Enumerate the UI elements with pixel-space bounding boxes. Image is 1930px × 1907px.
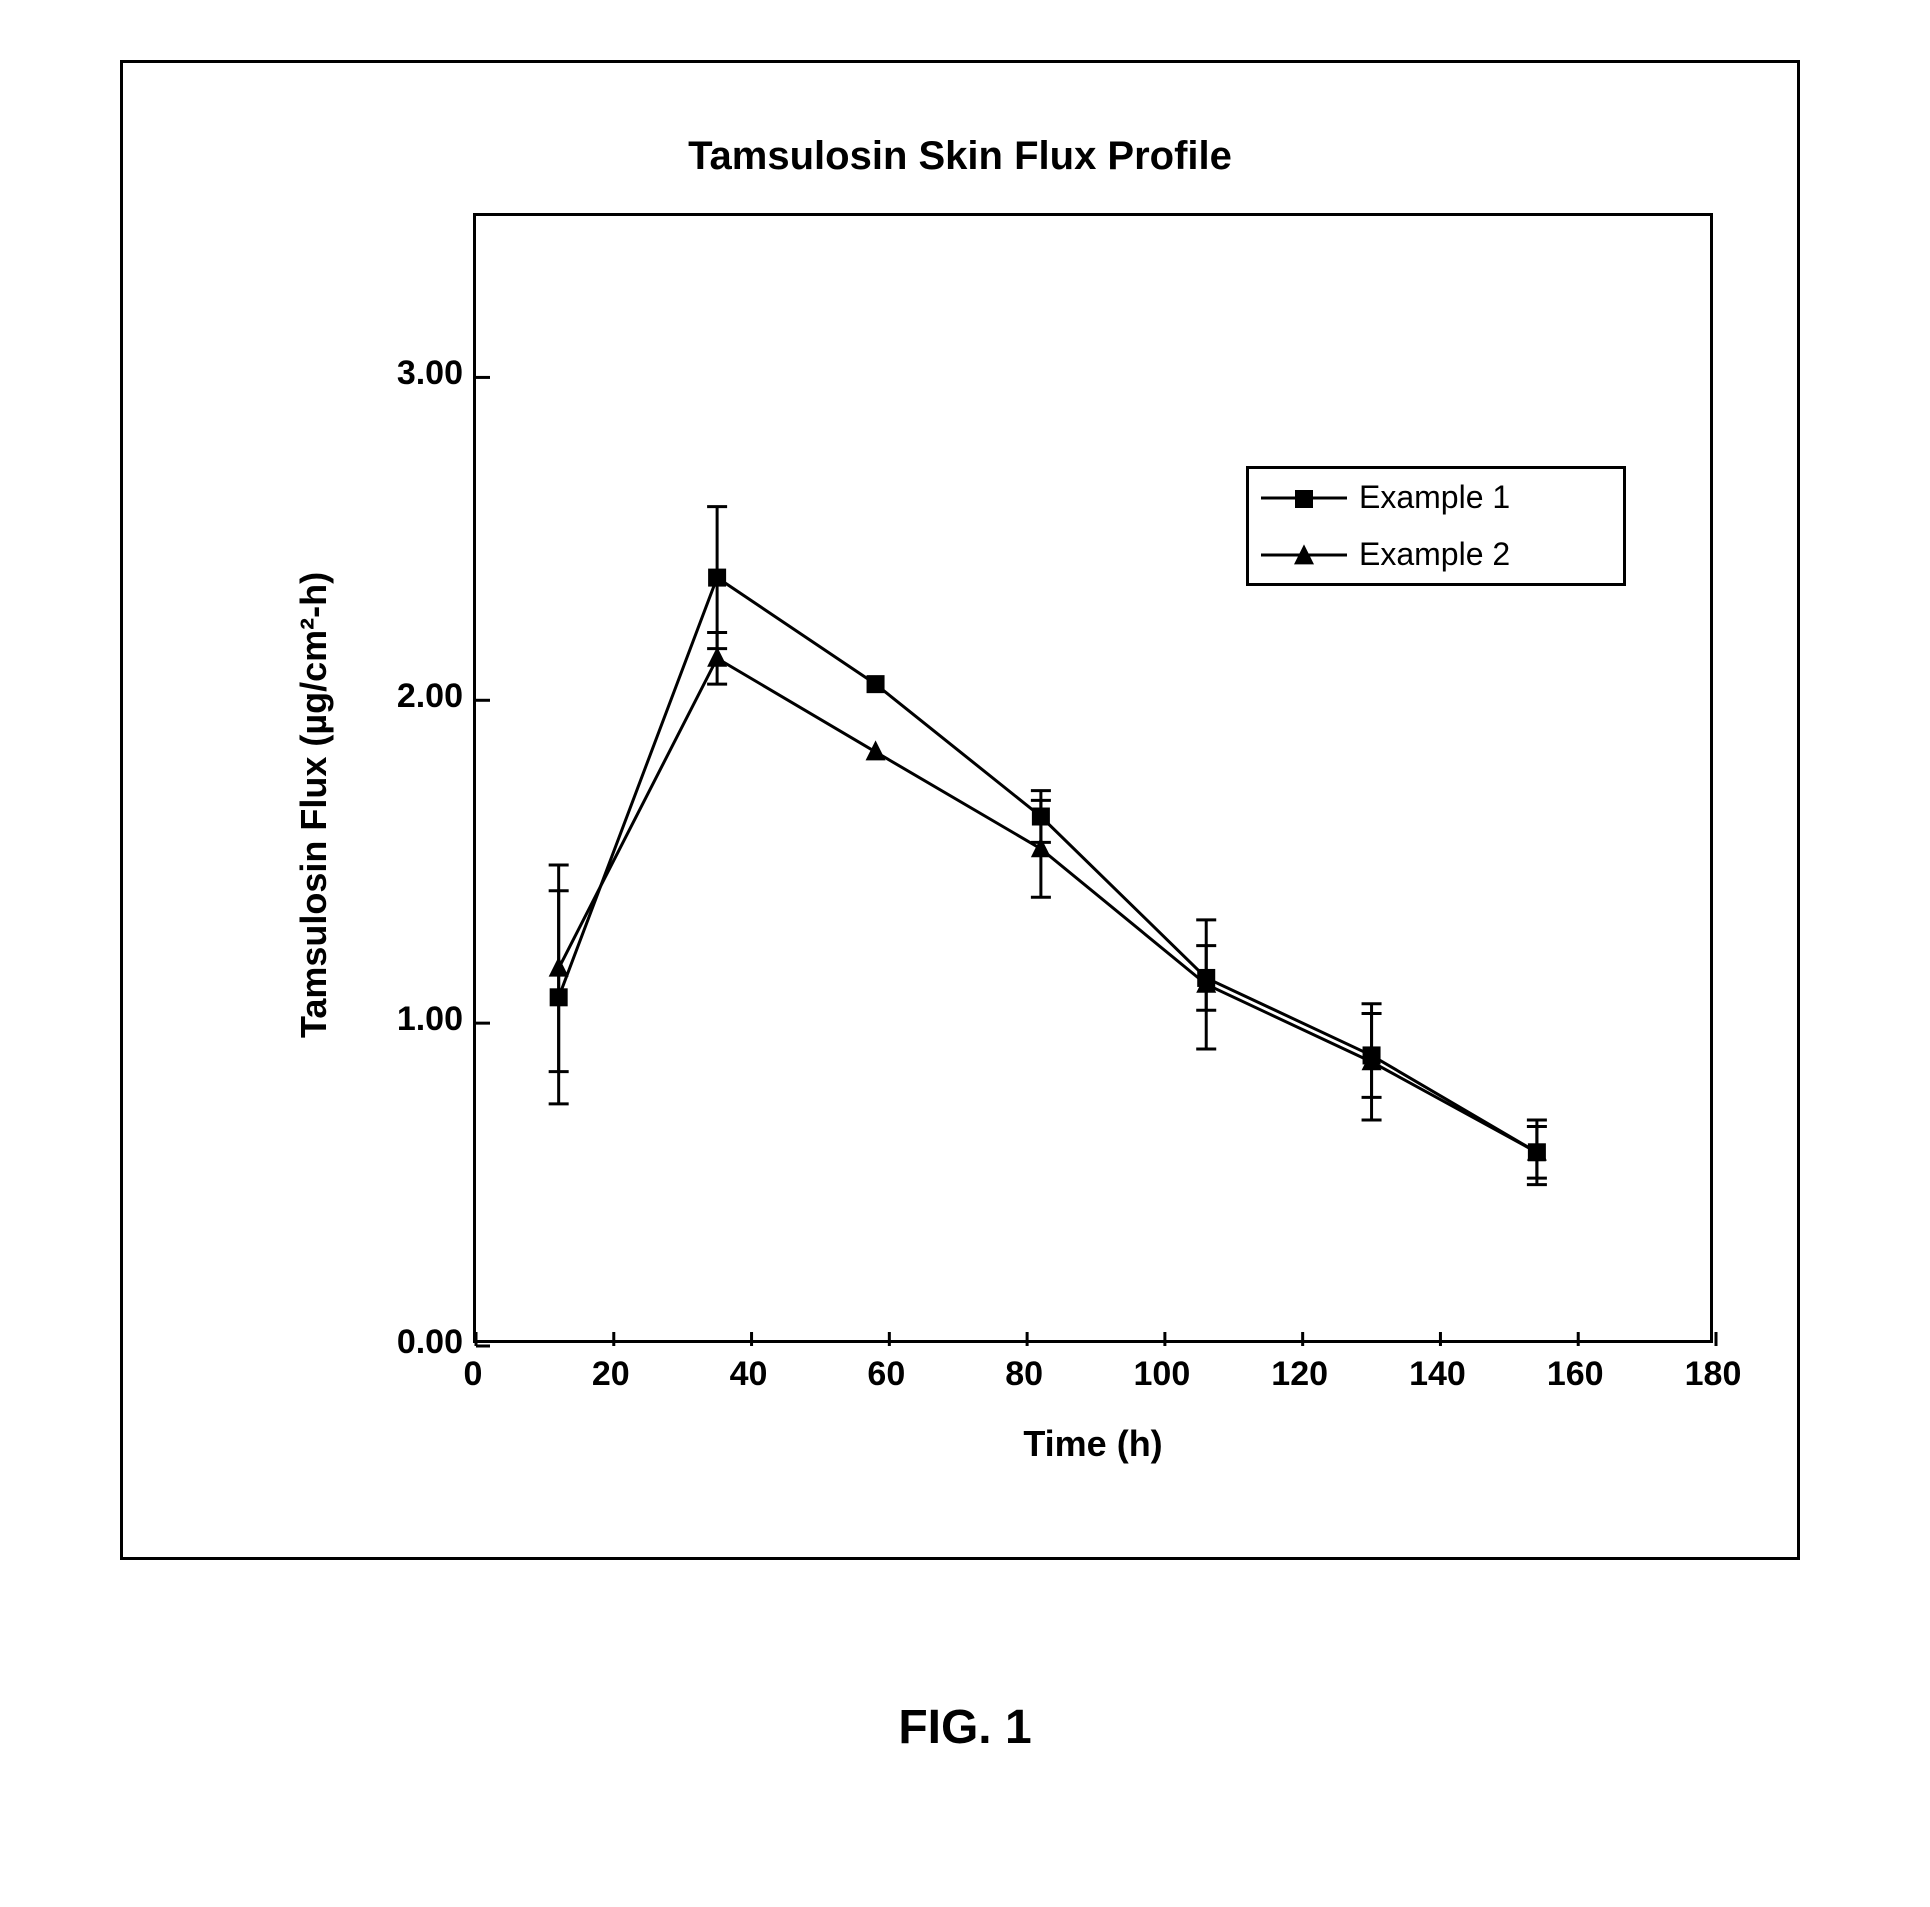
x-tick-label: 40 (730, 1355, 768, 1394)
legend: Example 1 Example 2 (1246, 466, 1626, 586)
y-tick-label: 3.00 (353, 354, 463, 393)
legend-sample (1249, 469, 1359, 526)
x-tick-label: 180 (1685, 1355, 1742, 1394)
chart-title-line1: Tamsulosin Skin Flux Profile (688, 134, 1232, 178)
x-axis-label: Time (h) (943, 1423, 1243, 1465)
series-svg (476, 216, 1716, 1346)
chart-outer-frame: Tamsulosin Skin Flux Profile Skin # WB 0… (120, 60, 1800, 1560)
plot-area: Example 1 Example 2 (473, 213, 1713, 1343)
page: Tamsulosin Skin Flux Profile Skin # WB 0… (0, 0, 1930, 1907)
x-tick-label: 80 (1005, 1355, 1043, 1394)
figure-caption: FIG. 1 (765, 1700, 1165, 1755)
x-tick-label: 0 (464, 1355, 483, 1394)
y-tick-label: 1.00 (353, 1000, 463, 1039)
y-axis-label: Tamsulosin Flux (µg/cm²-h) (293, 572, 335, 1038)
x-tick-label: 160 (1547, 1355, 1604, 1394)
y-tick-label: 0.00 (353, 1323, 463, 1362)
x-tick-label: 100 (1134, 1355, 1191, 1394)
x-tick-label: 60 (867, 1355, 905, 1394)
x-tick-label: 120 (1271, 1355, 1328, 1394)
legend-row: Example 1 (1249, 469, 1623, 526)
x-tick-label: 20 (592, 1355, 630, 1394)
legend-label: Example 1 (1359, 479, 1623, 516)
legend-sample (1249, 526, 1359, 583)
legend-label: Example 2 (1359, 536, 1623, 573)
legend-row: Example 2 (1249, 526, 1623, 583)
y-tick-label: 2.00 (353, 677, 463, 716)
x-tick-label: 140 (1409, 1355, 1466, 1394)
